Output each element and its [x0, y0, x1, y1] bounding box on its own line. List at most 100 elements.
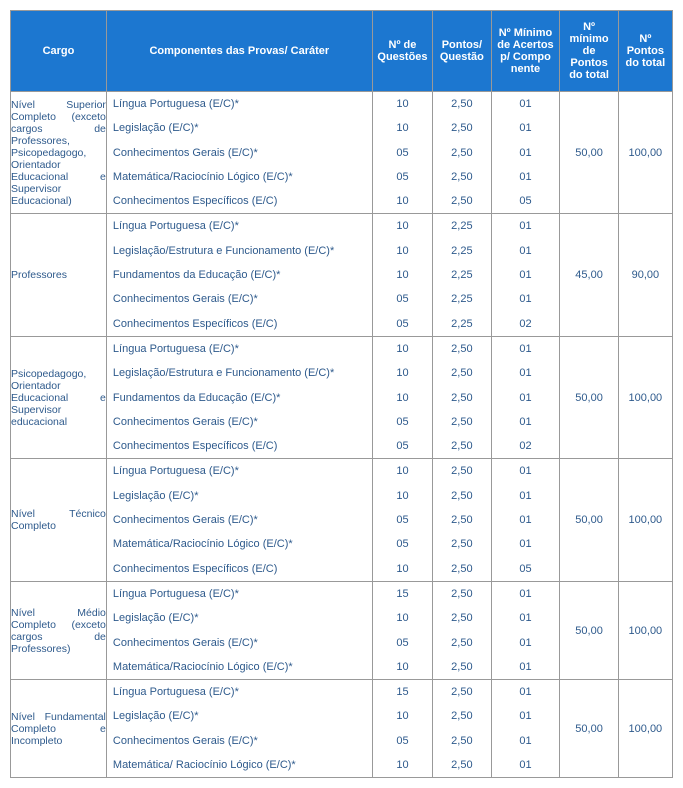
pontos-questao-cell-value: 2,50: [433, 459, 490, 483]
table-group-row: Nível Técnico CompletoLíngua Portuguesa …: [11, 459, 673, 581]
n-min-acertos-cell-value: 01: [492, 263, 560, 287]
n-min-acertos-cell: 01010101: [491, 581, 560, 679]
componente-item: Conhecimentos Específicos (E/C): [107, 312, 372, 336]
pontos-questao-cell-value: 2,50: [433, 337, 490, 361]
n-min-acertos-cell-value: 01: [492, 361, 560, 385]
n-questoes-cell-value: 05: [373, 287, 432, 311]
pontos-total-cell: 100,00: [618, 336, 672, 458]
pontos-questao-cell-value: 2,50: [433, 484, 490, 508]
pontos-questao-cell-value: 2,50: [433, 141, 490, 165]
componente-item: Conhecimentos Gerais (E/C)*: [107, 287, 372, 311]
min-pontos-cell: 50,00: [560, 680, 618, 778]
n-questoes-cell-value: 05: [373, 631, 432, 655]
componente-item: Fundamentos da Educação (E/C)*: [107, 386, 372, 410]
n-min-acertos-cell-value: 01: [492, 386, 560, 410]
componente-item: Língua Portuguesa (E/C)*: [107, 92, 372, 116]
n-questoes-cell: 1010100505: [372, 214, 432, 336]
componente-item: Conhecimentos Específicos (E/C): [107, 189, 372, 213]
componentes-cell: Língua Portuguesa (E/C)*Legislação (E/C)…: [106, 581, 372, 679]
n-questoes-cell-value: 10: [373, 557, 432, 581]
n-min-acertos-cell: 0101010105: [491, 92, 560, 214]
n-min-acertos-cell: 0101010105: [491, 459, 560, 581]
pontos-questao-cell: 2,502,502,502,50: [433, 680, 491, 778]
n-min-acertos-cell-value: 01: [492, 239, 560, 263]
n-min-acertos-cell-value: 01: [492, 729, 560, 753]
n-questoes-cell-value: 10: [373, 337, 432, 361]
componente-item: Conhecimentos Gerais (E/C)*: [107, 410, 372, 434]
pontos-questao-cell: 2,502,502,502,502,50: [433, 459, 491, 581]
pontos-questao-cell-value: 2,50: [433, 532, 490, 556]
pontos-questao-cell-value: 2,50: [433, 434, 490, 458]
componentes-cell: Língua Portuguesa (E/C)*Legislação (E/C)…: [106, 680, 372, 778]
pontos-questao-cell-value: 2,25: [433, 287, 490, 311]
pontos-questao-cell-value: 2,50: [433, 116, 490, 140]
n-min-acertos-cell-value: 01: [492, 532, 560, 556]
table-group-row: Nível Fundamental Completo e IncompletoL…: [11, 680, 673, 778]
n-questoes-cell-value: 10: [373, 484, 432, 508]
componente-item: Conhecimentos Específicos (E/C): [107, 434, 372, 458]
header-n-questoes: Nº de Questões: [372, 11, 432, 92]
componentes-cell: Língua Portuguesa (E/C)*Legislação/Estru…: [106, 214, 372, 336]
pontos-questao-cell-value: 2,25: [433, 312, 490, 336]
n-questoes-cell-value: 05: [373, 141, 432, 165]
n-questoes-cell-value: 10: [373, 263, 432, 287]
n-min-acertos-cell-value: 01: [492, 287, 560, 311]
n-questoes-cell-value: 05: [373, 532, 432, 556]
componente-item: Conhecimentos Gerais (E/C)*: [107, 631, 372, 655]
componente-item: Legislação (E/C)*: [107, 116, 372, 140]
table-group-row: Nível Médio Completo (exceto cargos de P…: [11, 581, 673, 679]
header-n-min-pontos: Nº mínimo de Pontos do total: [560, 11, 618, 92]
min-pontos-cell: 50,00: [560, 581, 618, 679]
componentes-cell: Língua Portuguesa (E/C)*Legislação/Estru…: [106, 336, 372, 458]
n-questoes-cell: 1010050510: [372, 92, 432, 214]
n-min-acertos-cell-value: 01: [492, 606, 560, 630]
n-min-acertos-cell-value: 01: [492, 410, 560, 434]
n-questoes-cell-value: 10: [373, 655, 432, 679]
n-min-acertos-cell-value: 01: [492, 459, 560, 483]
n-min-acertos-cell-value: 01: [492, 655, 560, 679]
componente-item: Conhecimentos Gerais (E/C)*: [107, 508, 372, 532]
pontos-questao-cell-value: 2,50: [433, 92, 490, 116]
n-questoes-cell-value: 10: [373, 459, 432, 483]
n-min-acertos-cell-value: 01: [492, 753, 560, 777]
cargo-cell: Nível Médio Completo (exceto cargos de P…: [11, 581, 107, 679]
n-min-acertos-cell: 0101010102: [491, 336, 560, 458]
componentes-cell: Língua Portuguesa (E/C)*Legislação (E/C)…: [106, 459, 372, 581]
componente-item: Matemática/Raciocínio Lógico (E/C)*: [107, 532, 372, 556]
componente-item: Legislação (E/C)*: [107, 704, 372, 728]
n-min-acertos-cell-value: 01: [492, 680, 560, 704]
componente-item: Fundamentos da Educação (E/C)*: [107, 263, 372, 287]
pontos-questao-cell-value: 2,50: [433, 582, 490, 606]
componente-item: Legislação (E/C)*: [107, 606, 372, 630]
n-min-acertos-cell-value: 01: [492, 582, 560, 606]
n-questoes-cell-value: 10: [373, 92, 432, 116]
n-min-acertos-cell-value: 01: [492, 141, 560, 165]
table-header-row: Cargo Componentes das Provas/ Caráter Nº…: [11, 11, 673, 92]
n-questoes-cell-value: 10: [373, 214, 432, 238]
pontos-questao-cell: 2,502,502,502,50: [433, 581, 491, 679]
n-questoes-cell-value: 15: [373, 582, 432, 606]
componente-item: Língua Portuguesa (E/C)*: [107, 582, 372, 606]
n-min-acertos-cell-value: 02: [492, 312, 560, 336]
exam-scoring-table: Cargo Componentes das Provas/ Caráter Nº…: [10, 10, 673, 778]
componente-item: Matemática/Raciocínio Lógico (E/C)*: [107, 655, 372, 679]
cargo-cell: Professores: [11, 214, 107, 336]
n-min-acertos-cell-value: 05: [492, 557, 560, 581]
header-n-pontos-total: Nº Pontos do total: [618, 11, 672, 92]
componente-item: Conhecimentos Gerais (E/C)*: [107, 729, 372, 753]
pontos-questao-cell-value: 2,50: [433, 655, 490, 679]
n-min-acertos-cell-value: 01: [492, 92, 560, 116]
n-questoes-cell-value: 10: [373, 386, 432, 410]
pontos-questao-cell: 2,252,252,252,252,25: [433, 214, 491, 336]
n-questoes-cell-value: 05: [373, 165, 432, 189]
n-questoes-cell-value: 05: [373, 729, 432, 753]
componente-item: Língua Portuguesa (E/C)*: [107, 459, 372, 483]
min-pontos-cell: 45,00: [560, 214, 618, 336]
n-questoes-cell-value: 10: [373, 753, 432, 777]
pontos-questao-cell-value: 2,50: [433, 508, 490, 532]
pontos-questao-cell-value: 2,50: [433, 557, 490, 581]
componente-item: Matemática/Raciocínio Lógico (E/C)*: [107, 165, 372, 189]
pontos-questao-cell-value: 2,50: [433, 189, 490, 213]
componente-item: Conhecimentos Específicos (E/C): [107, 557, 372, 581]
n-min-acertos-cell-value: 02: [492, 434, 560, 458]
